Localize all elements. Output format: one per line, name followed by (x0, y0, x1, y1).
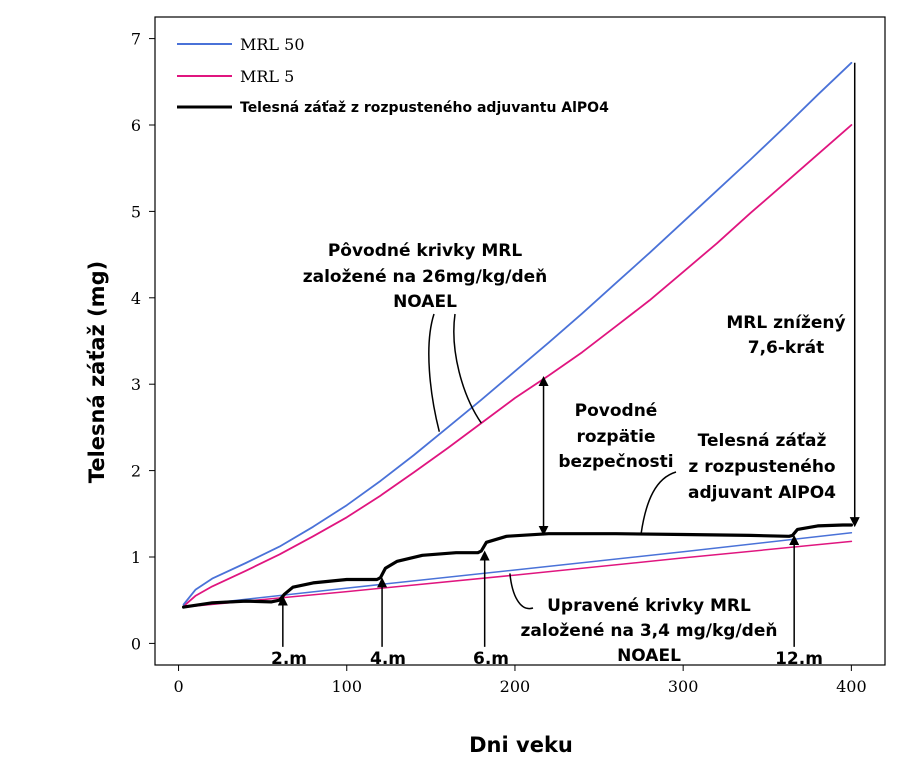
original-curves-pointer-mrl5 (453, 313, 482, 424)
annotation-body-burden-line-2: z rozpusteného (688, 457, 835, 477)
series-layer (182, 61, 853, 609)
y-tick-label-0: 0 (131, 634, 141, 653)
annotation-body-burden: Telesná záťaž z rozpusteného adjuvant Al… (688, 431, 836, 503)
x-axis-label: Dni veku (469, 733, 573, 757)
series-line-adj-mrl5 (182, 540, 853, 608)
y-tick-label-2: 2 (131, 462, 141, 481)
y-tick-label-7: 7 (131, 30, 141, 49)
month-marker-label-4m: 4.m (370, 649, 406, 669)
annotation-body-burden-line-1: Telesná záťaž (698, 431, 827, 451)
annotation-original-margin: Povodné rozpätie bezpečnosti (558, 401, 673, 472)
y-tick-label-1: 1 (131, 548, 141, 567)
x-tick-label-400: 400 (836, 677, 867, 696)
annotation-original-curves-line-3: NOAEL (393, 292, 457, 312)
annotation-original-margin-line-3: bezpečnosti (558, 452, 673, 472)
annotation-adjusted-curves-line-3: NOAEL (617, 646, 681, 666)
series-line-body-burden (182, 523, 853, 609)
series-line-mrl50 (182, 61, 853, 606)
annotation-body-burden-line-3: adjuvant AlPO4 (688, 483, 836, 503)
x-tick-label-0: 0 (173, 677, 183, 696)
y-tick-label-5: 5 (131, 202, 141, 221)
body-burden-pointer (640, 471, 677, 534)
annotation-adjusted-curves: Upravené krivky MRL založené na 3,4 mg/k… (521, 596, 778, 666)
annotation-original-curves-line-1: Pôvodné krivky MRL (328, 241, 523, 261)
y-tick-label-3: 3 (131, 375, 141, 394)
adjusted-curves-pointer (509, 573, 534, 610)
annotation-original-curves: Pôvodné krivky MRL založené na 26mg/kg/d… (303, 241, 548, 312)
x-axis-ticks: 0 100 200 300 400 (173, 665, 867, 696)
annotation-adjusted-curves-line-1: Upravené krivky MRL (547, 596, 751, 616)
annotation-mrl-reduced-line-2: 7,6-krát (748, 338, 824, 358)
annotation-lines (277, 62, 860, 647)
x-tick-label-300: 300 (668, 677, 699, 696)
y-axis-ticks: 0 1 2 3 4 5 6 7 (131, 30, 155, 653)
legend-label-body-burden: Telesná záťaž z rozpusteného adjuvantu A… (240, 100, 609, 116)
annotation-original-margin-line-2: rozpätie (576, 427, 655, 447)
x-tick-label-200: 200 (500, 677, 531, 696)
series-line-adj-mrl50 (182, 532, 853, 607)
month-markers: 2.m 4.m 6.m 12.m (271, 649, 823, 669)
annotation-mrl-reduced-line-1: MRL znížený (726, 313, 845, 333)
month-marker-label-6m: 6.m (473, 649, 509, 669)
y-tick-label-4: 4 (131, 289, 141, 308)
month-marker-label-12m: 12.m (775, 649, 823, 669)
legend: MRL 50 MRL 5 Telesná záťaž z rozpustenéh… (177, 35, 609, 116)
annotation-mrl-reduced: MRL znížený 7,6-krát (726, 313, 845, 358)
annotation-original-curves-line-2: založené na 26mg/kg/deň (303, 267, 548, 287)
y-tick-label-6: 6 (131, 116, 141, 135)
series-line-mrl5 (182, 124, 853, 608)
month-marker-label-2m: 2.m (271, 649, 307, 669)
legend-label-mrl50: MRL 50 (240, 35, 305, 54)
plot-frame (154, 16, 886, 666)
y-axis-label: Telesná záťaž (mg) (85, 261, 109, 483)
legend-label-mrl5: MRL 5 (240, 67, 294, 86)
x-tick-label-100: 100 (331, 677, 362, 696)
annotation-original-margin-line-1: Povodné (575, 401, 658, 421)
annotation-adjusted-curves-line-2: založené na 3,4 mg/kg/deň (521, 621, 778, 641)
original-curves-pointer-mrl50 (428, 313, 441, 432)
